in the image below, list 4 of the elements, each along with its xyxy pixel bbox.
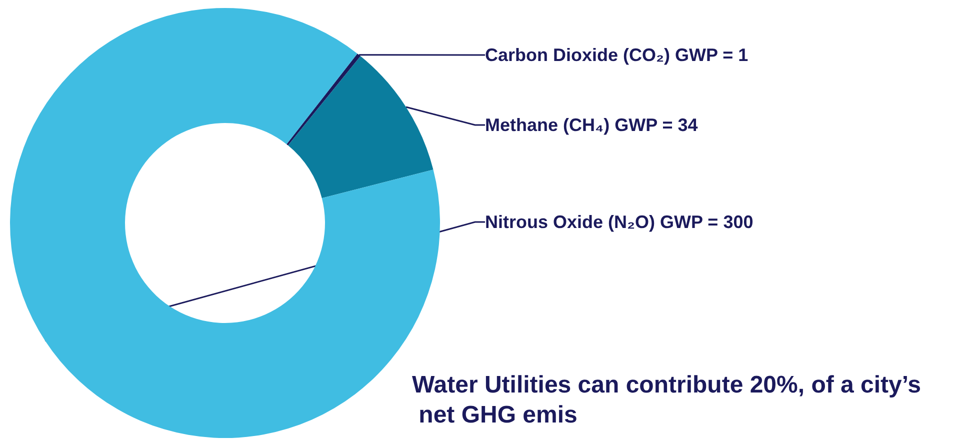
slice-label: Methane (CH₄) GWP = 34 xyxy=(485,115,698,135)
slice-label: Carbon Dioxide (CO₂) GWP = 1 xyxy=(485,45,748,65)
text: Water Utilities can contribute 20%, of a city’s net GHG emis xyxy=(412,372,922,428)
slice-label: Nitrous Oxide (N₂O) GWP = 300 xyxy=(485,212,754,232)
